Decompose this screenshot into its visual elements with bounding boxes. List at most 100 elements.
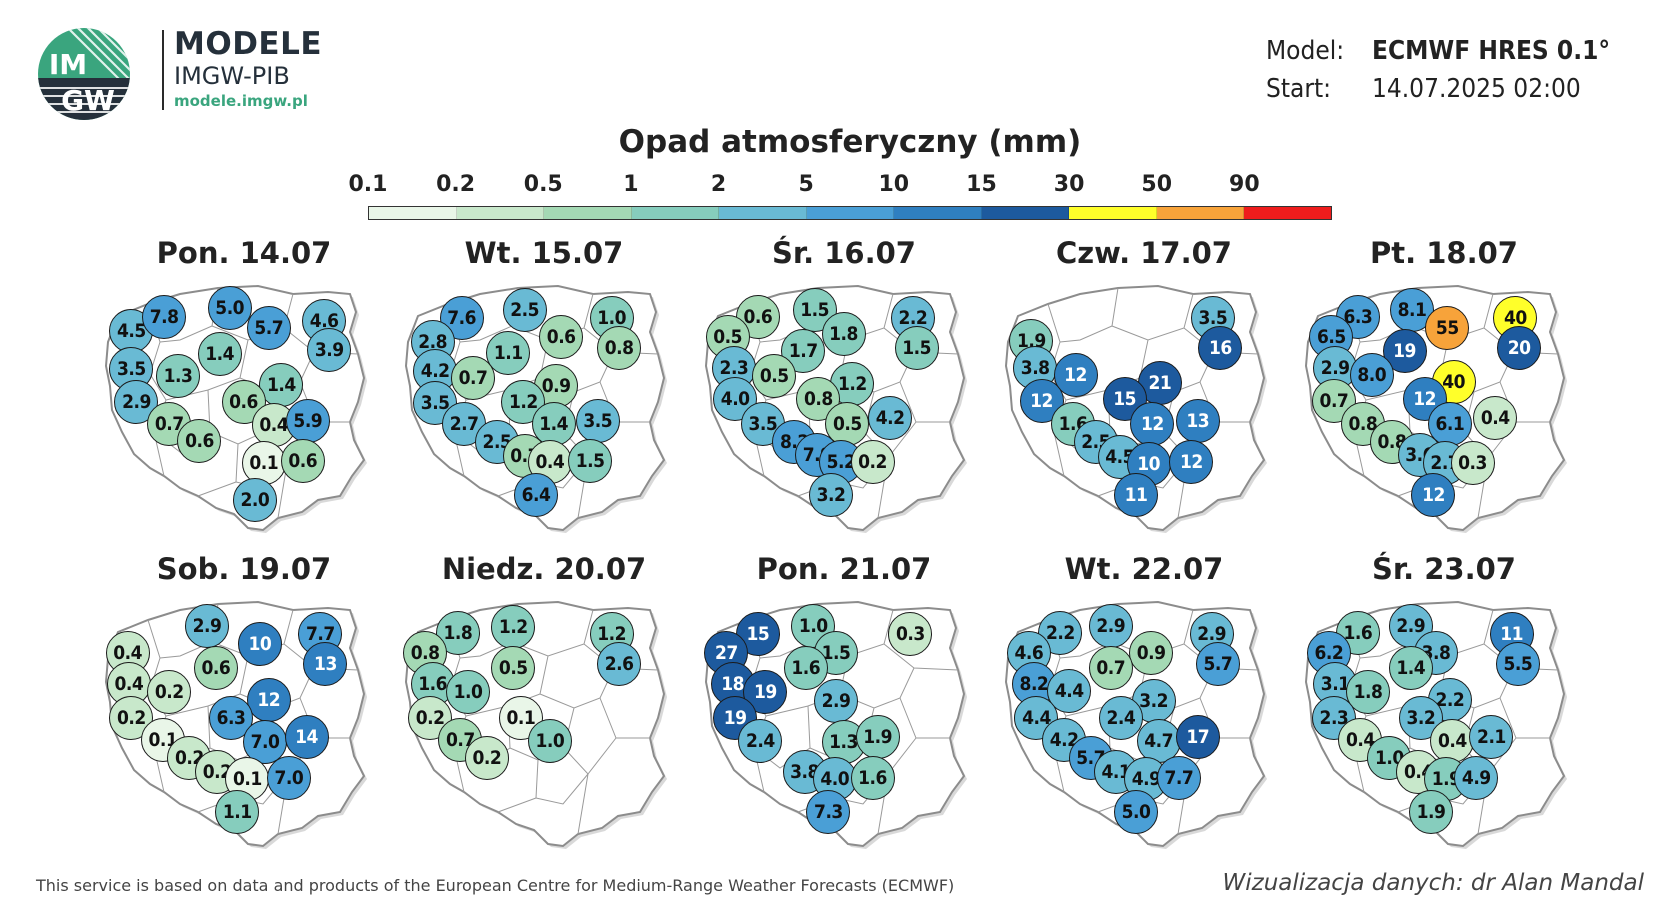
poland-map: 7.6 2.5 1.0 2.8 0.6 0.8 1.1 4.2 0.7 0.9 1.2 3.5 2.7 1…	[388, 282, 700, 544]
precip-value-bubble: 5.7	[1195, 642, 1240, 687]
map-date-title: Wt. 22.07	[1064, 552, 1224, 586]
precip-value-bubble: 0.3	[888, 612, 933, 657]
footer-attribution: This service is based on data and produc…	[36, 876, 955, 895]
legend-swatch	[544, 207, 632, 219]
legend-color-bar	[368, 206, 1332, 220]
map-date-title: Pon. 21.07	[756, 552, 932, 586]
map-panel: Sob. 19.07 2.9 7.7 10 0.4 13 0.6 0.4 0.2 12 6.3 0.2…	[88, 552, 400, 870]
legend-tick-label: 2	[710, 172, 727, 197]
precip-value-bubble: 11	[1114, 472, 1158, 517]
precip-value-bubble: 0.4	[1430, 718, 1475, 763]
precip-value-bubble: 19	[713, 695, 758, 740]
precip-value-bubble: 0.5	[752, 354, 797, 399]
start-value: 14.07.2025 02:00	[1372, 74, 1581, 104]
precip-value-bubble: 12	[1169, 439, 1214, 484]
legend-tick-label: 10	[878, 172, 910, 197]
precip-value-bubble: 1.9	[855, 714, 900, 759]
voivodeship-border	[535, 773, 589, 805]
map-panel: Czw. 17.07 3.5 1.9 16 3.8 12 21 12 15 1.6 12 13 2.5 4…	[988, 236, 1300, 554]
precip-value-bubble: 0.6	[193, 645, 238, 690]
precip-value-bubble: 8.0	[1349, 353, 1394, 398]
precip-value-bubble: 0.2	[147, 670, 192, 715]
poland-map: 1.8 1.2 1.2 0.8 2.6 0.5 1.6 1.0 0.1 0.2 1.0 0.7 0.2	[388, 598, 700, 860]
precip-value-bubble: 1.4	[1388, 645, 1433, 690]
precip-value-bubble: 20	[1497, 326, 1542, 371]
precip-value-bubble: 1.1	[486, 330, 531, 375]
precip-value-bubble: 1.1	[215, 790, 260, 835]
map-panel: Śr. 16.07 0.6 1.5 2.2 0.5 1.8 1.5 1.7 2.3 0.5 1.2 4…	[688, 236, 1000, 554]
precip-value-bubble: 13	[303, 642, 348, 687]
precip-value-bubble: 0.6	[280, 438, 325, 483]
precip-value-bubble: 0.6	[177, 418, 222, 463]
precip-value-bubble: 10	[237, 622, 282, 667]
precip-value-bubble: 1.5	[894, 326, 939, 371]
precip-value-bubble: 1.5	[568, 438, 613, 483]
logo-text-top: IM	[49, 48, 87, 81]
legend-swatch	[806, 207, 895, 219]
precip-value-bubble: 2.9	[1388, 603, 1433, 648]
legend-swatch	[1244, 207, 1332, 219]
precip-value-bubble: 3.5	[575, 398, 620, 443]
precip-value-bubble: 2.9	[1088, 603, 1133, 648]
precip-value-bubble: 3.9	[307, 327, 352, 372]
precip-value-bubble: 16	[1198, 326, 1243, 371]
precip-value-bubble: 5.0	[1114, 790, 1158, 835]
voivodeship-border	[511, 609, 594, 657]
brand-url-link[interactable]: modele.imgw.pl	[174, 92, 308, 110]
precip-value-bubble: 0.9	[1129, 631, 1174, 676]
precip-value-bubble: 2.9	[114, 379, 159, 424]
legend-tick-label: 50	[1141, 172, 1173, 197]
precip-value-bubble: 0.2	[850, 439, 895, 484]
logo-globe-icon: IM GW	[38, 28, 130, 120]
model-label: Model:	[1266, 36, 1345, 66]
map-panel: Pon. 14.07 4.5 7.8 5.0 4.6 5.7 3.9 1.4 3.5 1.3 1.4…	[88, 236, 400, 554]
legend-swatch	[981, 207, 1070, 219]
legend-swatch	[719, 207, 807, 219]
precip-value-bubble: 7.0	[266, 755, 311, 800]
brand-title: MODELE	[174, 26, 323, 62]
map-panel: Wt. 15.07 7.6 2.5 1.0 2.8 0.6 0.8 1.1 4.2 0.7 0.9 1…	[388, 236, 700, 554]
map-date-title: Pt. 18.07	[1370, 236, 1518, 270]
precip-value-bubble: 6.1	[1427, 401, 1472, 446]
precip-value-bubble: 2.4	[1098, 695, 1143, 740]
precip-value-bubble: 7.8	[142, 295, 187, 340]
voivodeship-border	[1059, 287, 1119, 343]
precip-value-bubble: 14	[284, 714, 329, 759]
precip-value-bubble: 2.4	[738, 718, 783, 763]
precip-value-bubble: 19	[1382, 328, 1427, 373]
precip-value-bubble: 1.2	[491, 604, 536, 649]
precip-value-bubble: 0.3	[1450, 440, 1495, 485]
model-info: Model: ECMWF HRES 0.1° Start: 14.07.2025…	[1266, 32, 1610, 108]
start-row: Start: 14.07.2025 02:00	[1266, 70, 1610, 108]
precip-value-bubble: 6.4	[514, 472, 558, 517]
precip-value-bubble: 1.4	[197, 331, 242, 376]
precip-value-bubble: 1.0	[527, 718, 572, 763]
precip-value-bubble: 0.1	[241, 440, 286, 485]
map-panel: Pt. 18.07 6.3 8.1 40 55 6.5 20 19 2.9 8.0 40 0.7 12 0…	[1288, 236, 1600, 554]
precip-value-bubble: 5.0	[207, 286, 252, 331]
legend-swatch	[1069, 207, 1157, 219]
map-panel: Niedz. 20.07 1.8 1.2 1.2 0.8 2.6 0.5 1.6 1.0 0.1 0…	[388, 552, 700, 870]
precip-value-bubble: 0.6	[539, 315, 584, 360]
legend-swatch	[1156, 207, 1245, 219]
precip-value-bubble: 12	[1411, 472, 1456, 517]
color-legend: 0.1 0.2 0.5 1 2 5 10 15 30 50 90	[349, 172, 1332, 228]
precip-value-bubble: 0.2	[109, 695, 154, 740]
poland-map: 0.6 1.5 2.2 0.5 1.8 1.5 1.7 2.3 0.5 1.2 4.0 0.8 3.5 0…	[688, 282, 1000, 544]
poland-map: 3.5 1.9 16 3.8 12 21 12 15 1.6 12 13 2.5 4.5 10 12 11	[988, 282, 1300, 544]
precip-value-bubble: 0.7	[1088, 645, 1133, 690]
precip-value-bubble: 5.5	[1495, 642, 1540, 687]
legend-tick-label: 1	[623, 172, 639, 197]
precip-value-bubble: 17	[1175, 714, 1220, 759]
map-date-title: Czw. 17.07	[1056, 236, 1232, 270]
precip-value-bubble: 1.9	[1408, 790, 1453, 835]
precip-value-bubble: 6.3	[208, 695, 253, 740]
precip-value-bubble: 12	[1130, 401, 1175, 446]
precip-value-bubble: 2.0	[232, 478, 277, 523]
poland-map: 15 1.0 0.3 27 1.5 1.6 18 19 2.9 19 2.4 1.3 1.9 3.8 4.0…	[688, 598, 1000, 860]
precip-value-bubble: 1.3	[156, 354, 201, 399]
precip-value-bubble: 1.0	[445, 670, 490, 715]
model-row: Model: ECMWF HRES 0.1°	[1266, 32, 1610, 70]
precip-value-bubble: 4.4	[1047, 669, 1092, 714]
map-date-title: Śr. 23.07	[1372, 552, 1516, 586]
